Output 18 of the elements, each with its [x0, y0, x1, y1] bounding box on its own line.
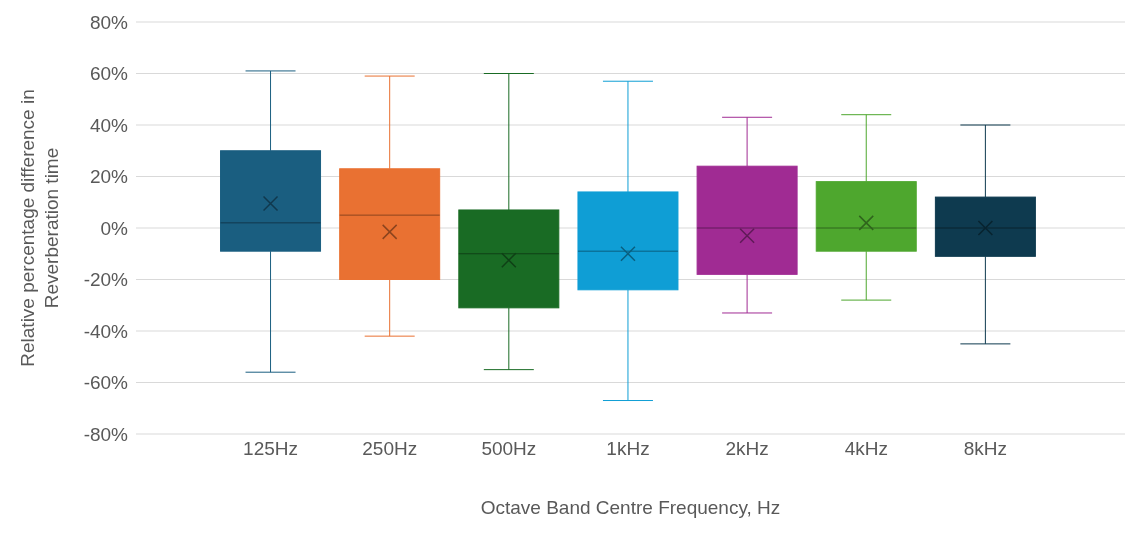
y-tick-label: 40%	[89, 114, 129, 136]
y-tick-label: -60%	[83, 372, 129, 394]
x-tick-label: 125Hz	[243, 438, 299, 460]
y-tick-label: 0%	[100, 217, 129, 239]
y-axis-title: Relative percentage difference in Reverberation time	[17, 89, 62, 367]
y-tick-label: -40%	[83, 320, 129, 342]
x-tick-label: 1kHz	[606, 438, 650, 460]
y-tick-label: 60%	[89, 63, 129, 85]
x-tick-label: 250Hz	[362, 438, 418, 460]
x-tick-label: 500Hz	[481, 438, 537, 460]
y-tick-label: 20%	[89, 166, 129, 188]
x-tick-label: 2kHz	[725, 438, 769, 460]
y-tick-label: -80%	[83, 423, 129, 445]
x-tick-label: 4kHz	[844, 438, 888, 460]
x-tick-label: 8kHz	[963, 438, 1008, 460]
y-tick-label: 80%	[89, 11, 129, 33]
x-axis-title: Octave Band Centre Frequency, Hz	[480, 497, 781, 518]
y-tick-label: -20%	[83, 269, 129, 291]
